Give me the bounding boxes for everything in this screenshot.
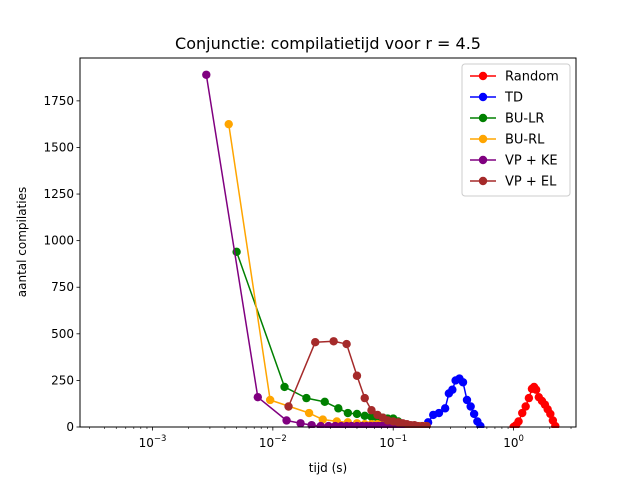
data-point xyxy=(462,395,472,405)
data-point xyxy=(352,409,362,419)
legend-label: BU-RL xyxy=(505,133,545,148)
legend-item: TD xyxy=(470,91,523,106)
data-point xyxy=(224,119,233,129)
legend-swatch-marker xyxy=(478,92,488,102)
data-point xyxy=(282,416,291,425)
y-tick-label: 0 xyxy=(66,420,74,434)
legend-label: VP + KE xyxy=(505,154,558,169)
plot-frame xyxy=(79,57,577,428)
data-point xyxy=(302,393,311,403)
x-tick-label: 100 xyxy=(503,434,524,450)
data-point xyxy=(329,337,338,346)
data-point xyxy=(342,339,351,349)
data-point xyxy=(514,417,523,426)
data-point xyxy=(265,395,275,405)
ticks-layer: 0 250 500 750 1000 1250 1500 1750 10−3 10−2 10−1 10… xyxy=(43,94,572,450)
data-point xyxy=(518,408,527,418)
y-tick-label: 1500 xyxy=(43,140,74,154)
x-tick-label: 10−3 xyxy=(139,434,167,450)
legend-item: Random xyxy=(470,70,559,85)
legend-label: TD xyxy=(504,91,523,106)
data-point xyxy=(434,408,444,418)
legend-item: VP + EL xyxy=(470,175,557,190)
legend-swatch-marker xyxy=(478,134,488,144)
data-point xyxy=(360,411,369,421)
data-point xyxy=(469,409,479,419)
y-tick-label: 1250 xyxy=(43,187,74,201)
legend-label: Random xyxy=(505,70,559,85)
chart-title: Conjunctie: compilatietijd voor r = 4.5 xyxy=(175,34,481,53)
data-point xyxy=(311,338,320,347)
series-5 xyxy=(284,337,431,428)
data-point xyxy=(280,382,289,392)
legend-label: BU-LR xyxy=(505,112,544,127)
legend-swatch-marker xyxy=(478,176,488,186)
data-point xyxy=(458,378,468,387)
data-point xyxy=(318,415,327,424)
legend-swatch-marker xyxy=(478,71,488,81)
y-tick-label: 1750 xyxy=(43,94,74,108)
legend-item: BU-LR xyxy=(470,112,544,127)
data-point xyxy=(360,393,369,403)
data-point xyxy=(304,408,314,418)
data-point xyxy=(521,402,530,411)
x-axis-label: tijd (s) xyxy=(309,461,347,475)
y-tick-label: 750 xyxy=(51,280,74,294)
data-point xyxy=(334,404,343,413)
data-point xyxy=(524,393,534,403)
data-point xyxy=(202,70,211,79)
data-point xyxy=(352,371,362,380)
data-point xyxy=(422,421,431,428)
legend-item: BU-RL xyxy=(470,133,545,148)
series-layer xyxy=(202,70,560,428)
data-point xyxy=(546,409,555,419)
data-point xyxy=(476,421,485,428)
legend-swatch-marker xyxy=(478,155,488,165)
x-tick-label: 10−2 xyxy=(259,434,287,450)
data-point xyxy=(343,408,353,418)
data-point xyxy=(367,406,376,415)
data-point xyxy=(440,404,450,413)
y-tick-label: 250 xyxy=(51,373,74,387)
legend-item: VP + KE xyxy=(470,154,558,169)
y-tick-label: 500 xyxy=(51,327,74,341)
y-tick-label: 1000 xyxy=(43,234,74,248)
data-point xyxy=(253,392,262,402)
y-axis-label: aantal compilaties xyxy=(15,187,29,297)
data-point xyxy=(316,421,325,428)
data-point xyxy=(324,421,333,428)
data-point xyxy=(296,419,305,428)
data-point xyxy=(448,385,457,394)
legend-swatch-marker xyxy=(478,113,488,123)
data-point xyxy=(307,420,316,428)
data-point xyxy=(531,385,541,394)
data-point xyxy=(466,402,475,411)
x-tick-label: 10−1 xyxy=(379,434,407,450)
legend: Random TD BU-LR BU-RL VP + KE VP + EL xyxy=(461,63,571,197)
data-point xyxy=(551,421,560,428)
data-point xyxy=(284,402,293,411)
data-point xyxy=(320,397,329,407)
legend-label: VP + EL xyxy=(505,175,557,190)
series-4 xyxy=(202,70,412,428)
